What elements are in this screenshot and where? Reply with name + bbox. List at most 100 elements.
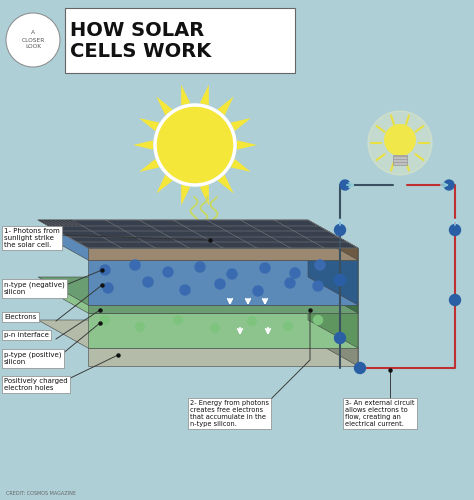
Circle shape [449,294,461,306]
Polygon shape [48,221,55,222]
Circle shape [283,322,292,330]
Polygon shape [200,84,209,105]
Polygon shape [181,84,190,105]
Polygon shape [64,220,70,221]
Polygon shape [61,221,67,222]
Polygon shape [218,96,234,116]
Polygon shape [67,224,73,226]
Polygon shape [71,224,78,226]
Polygon shape [59,224,65,226]
Circle shape [285,278,295,288]
Polygon shape [51,220,57,221]
Circle shape [355,362,365,374]
Polygon shape [88,248,358,260]
Polygon shape [88,305,358,313]
Text: A
CLOSER
LOOK: A CLOSER LOOK [21,30,45,50]
Circle shape [195,262,205,272]
Circle shape [313,281,323,291]
Polygon shape [308,232,358,305]
Circle shape [173,316,182,324]
Circle shape [103,283,113,293]
Circle shape [313,316,322,324]
Circle shape [100,316,109,324]
Circle shape [260,263,270,273]
Polygon shape [200,184,209,206]
Polygon shape [38,320,358,348]
Polygon shape [139,118,159,131]
Polygon shape [218,174,234,194]
Text: 2- Energy from photons
creates free electrons
that accumulate in the
n-type sili: 2- Energy from photons creates free elec… [190,400,269,427]
Polygon shape [40,221,46,222]
Polygon shape [139,159,159,172]
Polygon shape [156,96,173,116]
Text: 1- Photons from
sunlight strike
the solar cell.: 1- Photons from sunlight strike the sola… [4,228,60,248]
Circle shape [290,268,300,278]
Polygon shape [67,220,74,221]
Polygon shape [88,260,358,305]
Polygon shape [308,277,358,313]
Polygon shape [230,118,251,131]
Circle shape [227,269,237,279]
Circle shape [130,260,140,270]
Polygon shape [55,220,61,221]
Text: CREDIT: COSMOS MAGAZINE: CREDIT: COSMOS MAGAZINE [6,491,76,496]
Circle shape [335,274,346,285]
Circle shape [143,277,153,287]
Polygon shape [59,222,65,224]
Polygon shape [59,220,65,221]
Polygon shape [156,174,173,194]
Text: n-type (negative)
silicon: n-type (negative) silicon [4,282,65,296]
Polygon shape [67,222,73,224]
Circle shape [180,285,190,295]
FancyBboxPatch shape [65,8,295,73]
Polygon shape [65,221,72,222]
Text: p-n interface: p-n interface [4,332,49,338]
Polygon shape [70,221,76,222]
Circle shape [163,267,173,277]
Polygon shape [75,224,82,226]
Circle shape [210,324,219,332]
Polygon shape [55,222,61,224]
Circle shape [6,13,60,67]
Polygon shape [42,222,48,224]
Polygon shape [237,140,257,149]
Polygon shape [42,220,48,221]
Text: Positively charged
electron holes: Positively charged electron holes [4,378,68,391]
Circle shape [100,265,110,275]
Text: HOW SOLAR
CELLS WORK: HOW SOLAR CELLS WORK [70,21,211,61]
Polygon shape [44,221,50,222]
Polygon shape [46,222,53,224]
Circle shape [315,260,325,270]
Circle shape [444,180,454,190]
Circle shape [253,286,263,296]
Circle shape [335,224,346,235]
Polygon shape [63,224,69,226]
Polygon shape [88,348,358,366]
Polygon shape [181,184,190,206]
Circle shape [155,105,235,185]
Circle shape [247,316,256,326]
Polygon shape [46,224,52,226]
Polygon shape [133,140,153,149]
Polygon shape [38,277,358,305]
FancyBboxPatch shape [393,155,407,165]
Polygon shape [50,224,56,226]
Polygon shape [53,221,59,222]
Polygon shape [55,224,61,226]
Polygon shape [38,220,44,221]
Polygon shape [308,285,358,348]
Polygon shape [308,320,358,366]
Circle shape [368,111,432,175]
Circle shape [449,224,461,235]
Polygon shape [63,222,69,224]
Polygon shape [230,159,251,172]
Polygon shape [50,222,57,224]
Polygon shape [308,220,358,260]
Polygon shape [88,313,358,348]
Text: Electrons: Electrons [4,314,36,320]
Circle shape [215,279,225,289]
Circle shape [136,322,145,332]
Text: 3- An external circuit
allows electrons to
flow, creating an
electrical current.: 3- An external circuit allows electrons … [345,400,414,427]
Polygon shape [57,221,63,222]
Circle shape [384,124,416,156]
